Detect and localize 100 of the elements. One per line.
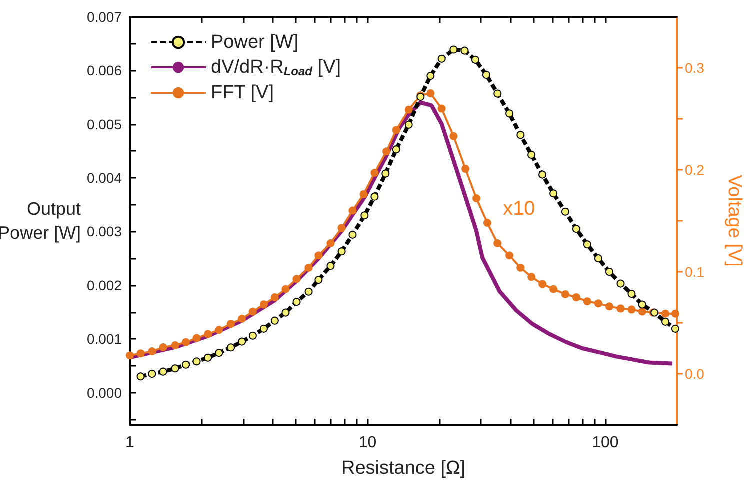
- point: [204, 330, 212, 338]
- point: [360, 212, 369, 220]
- y-tick-label: 0.000: [86, 384, 122, 401]
- y2-tick-label: 0.2: [685, 162, 705, 178]
- point: [594, 300, 602, 308]
- y-tick-label: 0.007: [86, 9, 122, 25]
- y-tick-label: 0.003: [86, 224, 122, 240]
- x-tick-label: 100: [592, 434, 619, 452]
- point: [561, 208, 570, 216]
- y-tick-label: 0.006: [86, 62, 122, 79]
- point: [248, 308, 257, 316]
- point: [382, 148, 391, 156]
- point: [638, 300, 646, 309]
- point: [148, 348, 156, 356]
- point: [450, 46, 458, 54]
- point: [550, 285, 558, 294]
- point: [426, 90, 435, 98]
- point: [471, 56, 480, 64]
- point: [605, 268, 614, 276]
- point: [671, 310, 680, 318]
- y2-tick-label: 0.1: [685, 264, 705, 280]
- point: [260, 324, 268, 333]
- point: [528, 150, 536, 159]
- point: [171, 364, 180, 373]
- point: [450, 132, 458, 140]
- y-tick-label: 0.005: [86, 116, 122, 132]
- point: [516, 264, 525, 272]
- point: [404, 106, 413, 114]
- y-tick-label: 0.004: [86, 170, 122, 186]
- y2-tick-label: 0.3: [685, 60, 705, 76]
- point: [148, 370, 156, 378]
- point: [583, 298, 592, 306]
- point: [159, 343, 168, 352]
- point: [304, 288, 313, 296]
- point: [270, 294, 279, 302]
- point: [314, 276, 323, 284]
- point: [260, 300, 268, 309]
- x-tick-label: 10: [358, 434, 377, 452]
- point: [370, 192, 379, 201]
- point: [538, 170, 547, 179]
- point: [392, 146, 400, 154]
- point: [426, 72, 435, 80]
- point: [338, 224, 346, 232]
- x-tick-label: 1: [126, 434, 135, 452]
- point: [616, 280, 625, 288]
- point: [482, 70, 491, 79]
- point: [538, 280, 547, 288]
- point: [628, 290, 636, 298]
- point: [136, 350, 145, 358]
- point: [392, 126, 400, 134]
- point: [528, 273, 536, 282]
- y2-tick-label: 0.0: [685, 366, 705, 382]
- point: [638, 308, 646, 316]
- point: [348, 230, 357, 239]
- point: [282, 285, 290, 294]
- point: [572, 225, 580, 234]
- point: [126, 352, 134, 360]
- point: [326, 239, 335, 248]
- y2-axis-title: Voltage [V]: [724, 175, 745, 267]
- point: [238, 314, 246, 323]
- point: [282, 308, 290, 317]
- point: [338, 248, 346, 256]
- point: [326, 262, 335, 270]
- point: [227, 320, 236, 328]
- point: [304, 264, 313, 272]
- point: [292, 298, 301, 306]
- point: [671, 324, 680, 333]
- point: [550, 190, 558, 198]
- point: [182, 338, 190, 346]
- legend-label: FFT [V]: [211, 82, 274, 104]
- point: [494, 239, 502, 248]
- point: [159, 368, 168, 376]
- point: [292, 275, 301, 284]
- point: [370, 169, 379, 178]
- point: [438, 54, 446, 63]
- point: [192, 358, 201, 366]
- point: [506, 252, 514, 260]
- point: [583, 240, 592, 249]
- point: [404, 120, 413, 129]
- point: [472, 194, 481, 203]
- point: [662, 310, 670, 318]
- point: [215, 349, 224, 358]
- point: [314, 252, 323, 260]
- point: [348, 206, 357, 215]
- annotation: x10: [503, 198, 536, 220]
- point: [136, 372, 145, 381]
- point: [662, 318, 670, 326]
- x-axis-title: Resistance [Ω]: [341, 458, 466, 479]
- point: [270, 316, 279, 325]
- point: [192, 334, 201, 342]
- point: [605, 302, 614, 311]
- point: [616, 304, 625, 313]
- y-tick-label: 0.001: [86, 331, 122, 348]
- point: [628, 306, 636, 314]
- point: [204, 354, 212, 362]
- point: [462, 164, 470, 173]
- point: [438, 104, 446, 113]
- point: [516, 131, 525, 140]
- point: [483, 219, 492, 228]
- point: [506, 110, 514, 118]
